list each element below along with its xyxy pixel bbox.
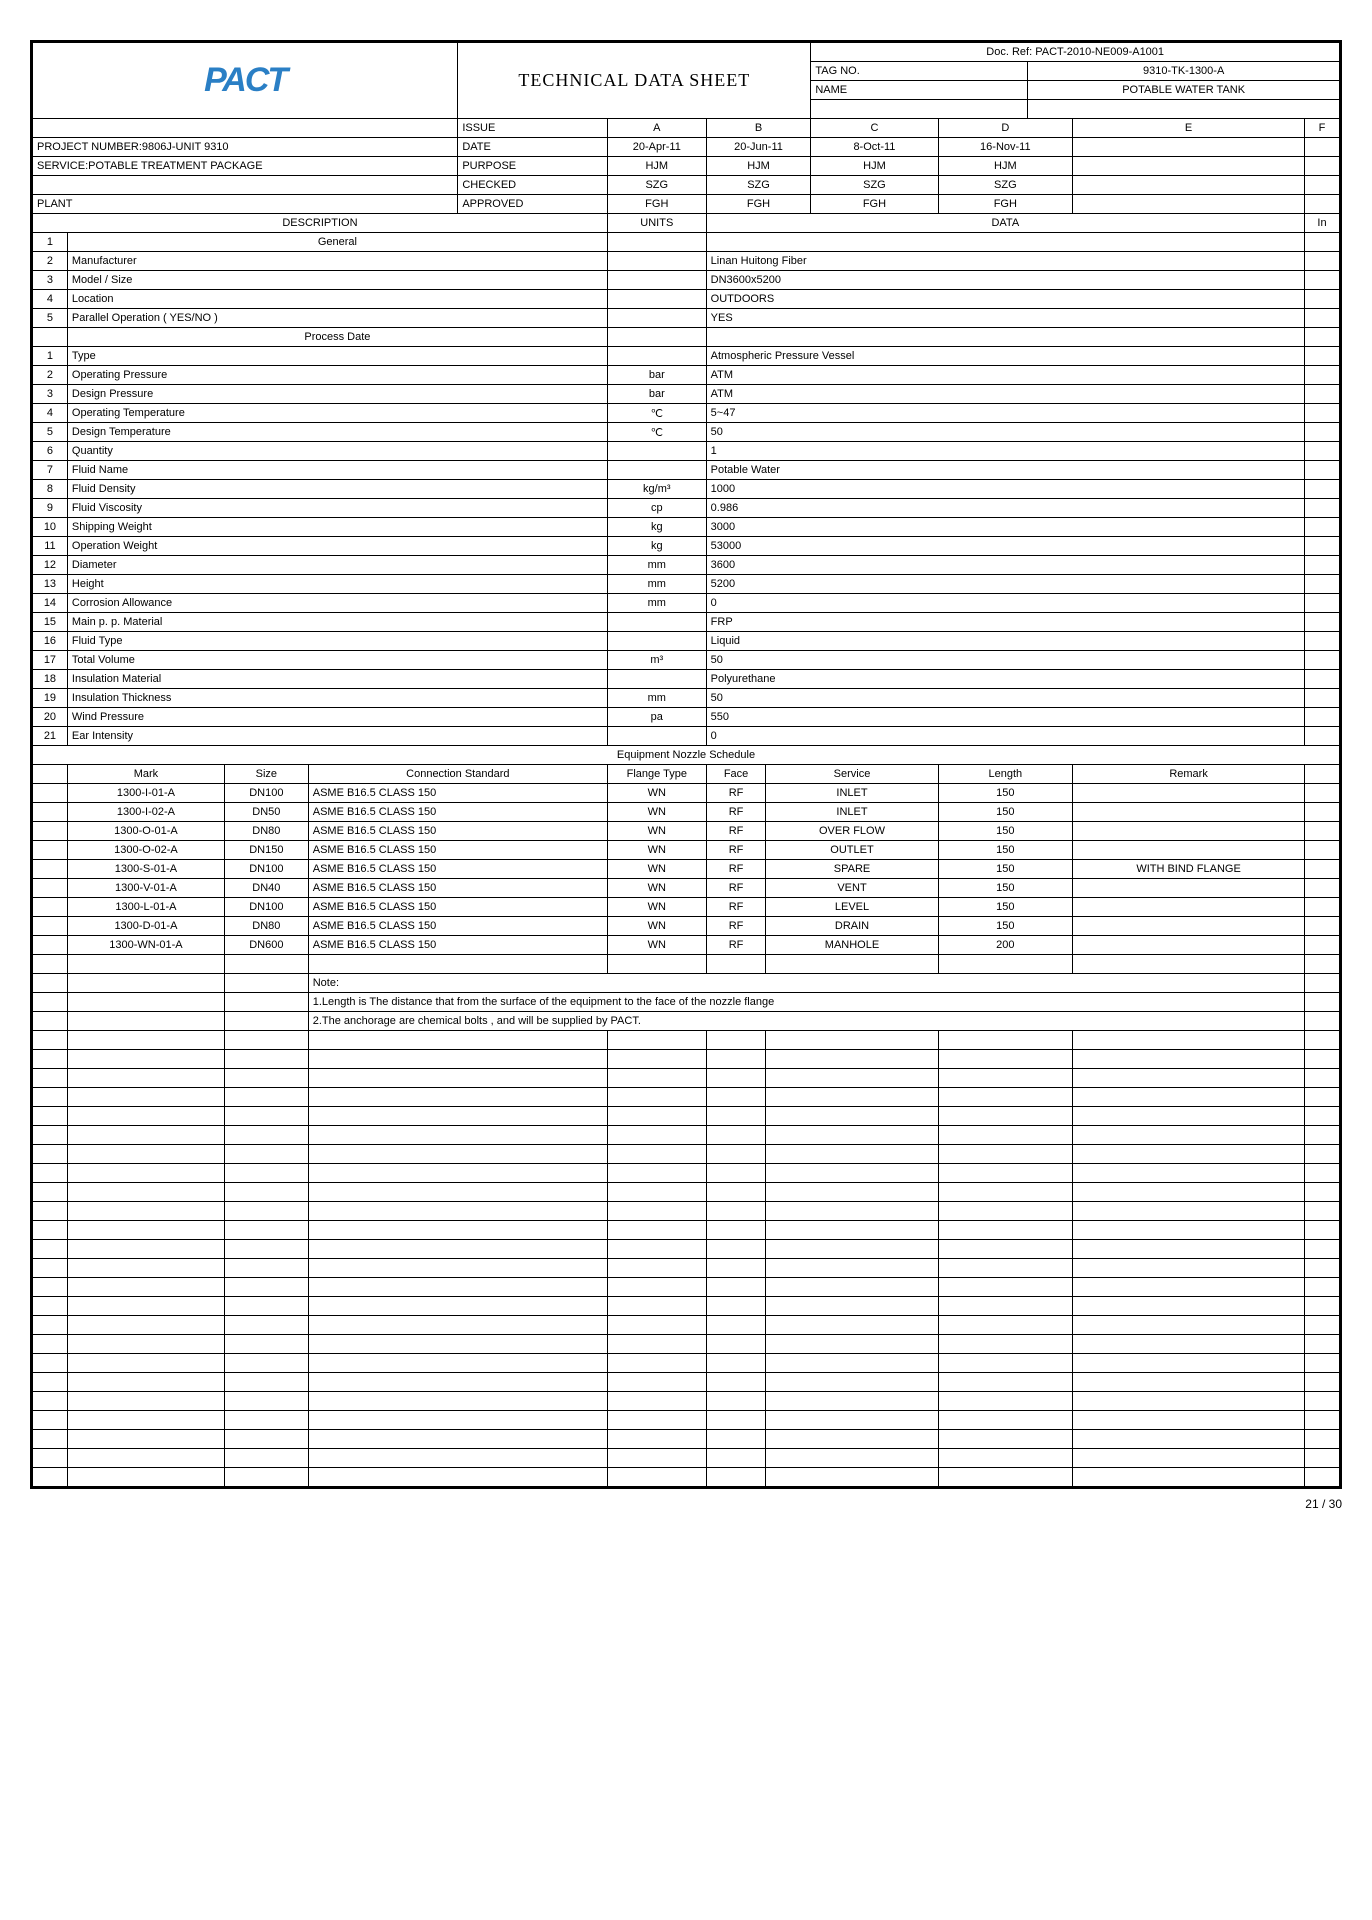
empty-row [32,1430,1341,1449]
nozzle-row: 1300-D-01-ADN80 ASME B16.5 CLASS 150WN R… [32,917,1341,936]
empty-row [32,1088,1341,1107]
nozzle-row: 1300-I-01-ADN100 ASME B16.5 CLASS 150WN … [32,784,1341,803]
project: PROJECT NUMBER:9806J-UNIT 9310 [32,138,458,157]
empty-row [32,1297,1341,1316]
empty-row [32,1031,1341,1050]
empty-row [32,1354,1341,1373]
nozzle-row: 1300-WN-01-ADN600 ASME B16.5 CLASS 150WN… [32,936,1341,955]
empty-row [32,1069,1341,1088]
nozzle-row: 1300-I-02-ADN50 ASME B16.5 CLASS 150WN R… [32,803,1341,822]
data-row: 7Fluid Name Potable Water [32,461,1341,480]
data-row: 2Manufacturer Linan Huitong Fiber [32,252,1341,271]
nozzle-row: 1300-L-01-ADN100 ASME B16.5 CLASS 150WN … [32,898,1341,917]
docref: Doc. Ref: PACT-2010-NE009-A1001 [811,42,1341,62]
service: SERVICE:POTABLE TREATMENT PACKAGE [32,157,458,176]
empty-row [32,1316,1341,1335]
empty-row [32,1335,1341,1354]
empty-row [32,1183,1341,1202]
data-row: 3Design Pressure barATM [32,385,1341,404]
data-row: 20Wind Pressure pa550 [32,708,1341,727]
data-row: 3Model / Size DN3600x5200 [32,271,1341,290]
name-label: NAME [811,81,1028,100]
data-row: 17Total Volume m³50 [32,651,1341,670]
logo: PACT [32,42,458,119]
page-number: 21 / 30 [30,1497,1342,1511]
issue-label: ISSUE [458,119,608,138]
empty-row [32,1221,1341,1240]
empty-row [32,1164,1341,1183]
data-row: 6Quantity 1 [32,442,1341,461]
name-value: POTABLE WATER TANK [1028,81,1341,100]
empty-row [32,1050,1341,1069]
data-row: 5Design Temperature ℃50 [32,423,1341,442]
nozzle-header: MarkSize Connection StandardFlange Type … [32,765,1341,784]
data-header: DATA [706,214,1304,233]
data-row: 4Location OUTDOORS [32,290,1341,309]
data-row: 10Shipping Weight kg3000 [32,518,1341,537]
units-header: UNITS [607,214,706,233]
doc-title: TECHNICAL DATA SHEET [458,42,811,119]
nozzle-title: Equipment Nozzle Schedule [32,746,1341,765]
nozzle-row: 1300-V-01-ADN40 ASME B16.5 CLASS 150WN R… [32,879,1341,898]
tagno-label: TAG NO. [811,62,1028,81]
data-row: 9Fluid Viscosity cp0.986 [32,499,1341,518]
empty-row [32,1126,1341,1145]
tagno: 9310-TK-1300-A [1028,62,1341,81]
data-row: 11Operation Weight kg53000 [32,537,1341,556]
empty-row [32,1259,1341,1278]
empty-row [32,1240,1341,1259]
data-row: 18Insulation Material Polyurethane [32,670,1341,689]
data-row: 8Fluid Density kg/m³1000 [32,480,1341,499]
data-row: 19Insulation Thickness mm50 [32,689,1341,708]
data-row: 4Operating Temperature ℃5~47 [32,404,1341,423]
datasheet-table: PACT TECHNICAL DATA SHEET Doc. Ref: PACT… [30,40,1342,1489]
data-row: 15Main p. p. Material FRP [32,613,1341,632]
nozzle-row: 1300-O-02-ADN150 ASME B16.5 CLASS 150WN … [32,841,1341,860]
in-header: In [1305,214,1341,233]
data-row: 12Diameter mm3600 [32,556,1341,575]
data-row: 5Parallel Operation ( YES/NO ) YES [32,309,1341,328]
empty-row [32,1107,1341,1126]
data-row: 2Operating Pressure barATM [32,366,1341,385]
data-row: 13Height mm5200 [32,575,1341,594]
empty-row [32,1202,1341,1221]
empty-row [32,1449,1341,1468]
nozzle-row: 1300-S-01-ADN100 ASME B16.5 CLASS 150WN … [32,860,1341,879]
empty-row [32,1373,1341,1392]
data-row: 21Ear Intensity 0 [32,727,1341,746]
plant: PLANT [32,195,458,214]
data-row: 16Fluid Type Liquid [32,632,1341,651]
desc-header: DESCRIPTION [32,214,608,233]
nozzle-row: 1300-O-01-ADN80 ASME B16.5 CLASS 150WN R… [32,822,1341,841]
empty-row [32,1392,1341,1411]
data-row: 14Corrosion Allowance mm0 [32,594,1341,613]
note-row: 2.The anchorage are chemical bolts , and… [32,1012,1341,1031]
note-row: 1.Length is The distance that from the s… [32,993,1341,1012]
empty-row [32,1145,1341,1164]
empty-row [32,1411,1341,1430]
empty-row [32,1278,1341,1297]
data-row: 1Type Atmospheric Pressure Vessel [32,347,1341,366]
empty-row [32,1468,1341,1488]
